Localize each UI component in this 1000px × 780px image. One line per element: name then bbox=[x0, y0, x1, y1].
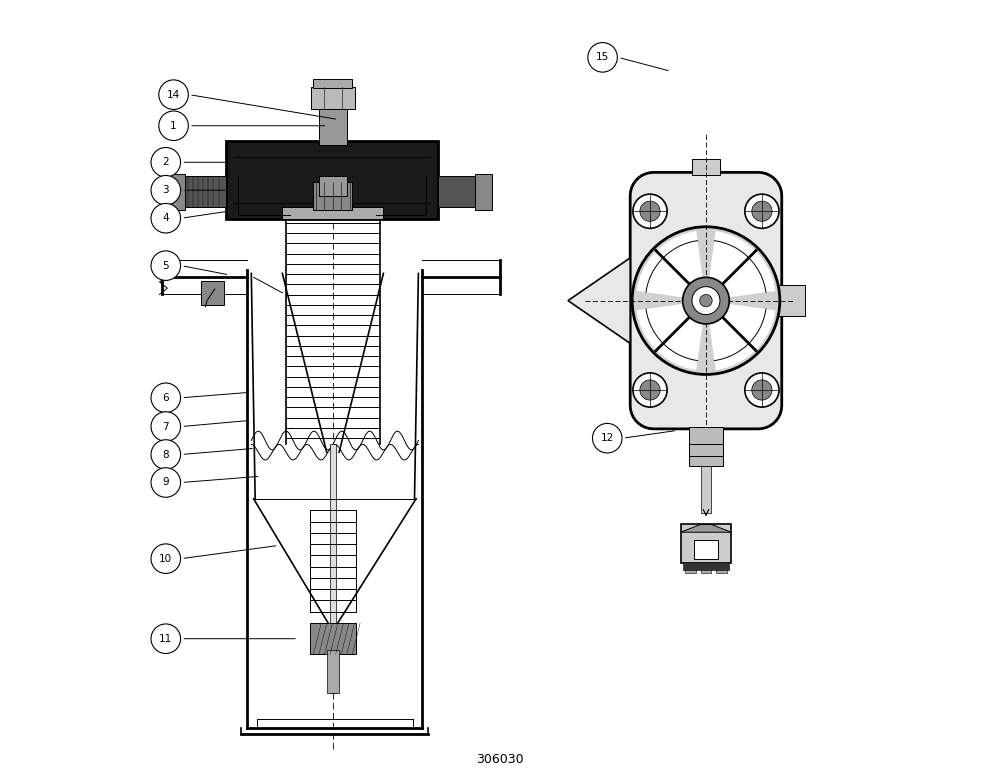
Bar bbox=[689, 427, 723, 466]
Circle shape bbox=[151, 204, 181, 233]
Text: 9: 9 bbox=[162, 477, 169, 488]
Text: 4: 4 bbox=[162, 213, 169, 223]
Bar bbox=[694, 540, 718, 559]
Circle shape bbox=[151, 544, 181, 573]
Circle shape bbox=[692, 286, 720, 314]
Bar bbox=[330, 445, 336, 693]
Polygon shape bbox=[706, 300, 775, 370]
Circle shape bbox=[683, 278, 729, 324]
Text: 11: 11 bbox=[159, 633, 172, 643]
Circle shape bbox=[752, 201, 772, 222]
Bar bbox=[701, 562, 711, 573]
Text: 15: 15 bbox=[596, 52, 609, 62]
Text: 8: 8 bbox=[162, 449, 169, 459]
Circle shape bbox=[633, 194, 667, 229]
Text: 2: 2 bbox=[162, 158, 169, 167]
Circle shape bbox=[151, 383, 181, 413]
Circle shape bbox=[745, 194, 779, 229]
Bar bbox=[282, 207, 383, 219]
Text: 1: 1 bbox=[170, 121, 177, 131]
Text: 14: 14 bbox=[167, 90, 180, 100]
Bar bbox=[716, 562, 727, 573]
Bar bbox=[168, 174, 185, 210]
Bar bbox=[319, 102, 347, 145]
Circle shape bbox=[159, 80, 188, 109]
Bar bbox=[692, 159, 720, 175]
Text: 12: 12 bbox=[601, 433, 614, 443]
Text: 6: 6 bbox=[162, 393, 169, 402]
Circle shape bbox=[151, 412, 181, 441]
Circle shape bbox=[640, 380, 660, 400]
Bar bbox=[201, 281, 224, 304]
Circle shape bbox=[588, 43, 617, 72]
Polygon shape bbox=[630, 172, 782, 429]
Bar bbox=[475, 174, 492, 210]
Circle shape bbox=[151, 251, 181, 281]
Bar bbox=[313, 79, 352, 88]
Circle shape bbox=[640, 201, 660, 222]
Circle shape bbox=[159, 111, 188, 140]
Text: 10: 10 bbox=[159, 554, 172, 564]
Circle shape bbox=[151, 440, 181, 470]
Circle shape bbox=[700, 294, 712, 307]
Circle shape bbox=[592, 424, 622, 453]
Polygon shape bbox=[568, 258, 630, 343]
Circle shape bbox=[151, 624, 181, 654]
Text: 306030: 306030 bbox=[476, 753, 524, 766]
Text: 7: 7 bbox=[162, 421, 169, 431]
Bar bbox=[319, 176, 347, 196]
Circle shape bbox=[752, 380, 772, 400]
Circle shape bbox=[633, 373, 667, 407]
Polygon shape bbox=[681, 524, 731, 532]
Bar bbox=[184, 176, 226, 207]
Circle shape bbox=[632, 227, 780, 374]
Text: 5: 5 bbox=[162, 261, 169, 271]
Bar bbox=[313, 183, 352, 210]
Polygon shape bbox=[637, 300, 706, 370]
Circle shape bbox=[151, 176, 181, 205]
Polygon shape bbox=[637, 231, 706, 300]
Bar bbox=[681, 524, 731, 563]
Text: 3: 3 bbox=[162, 186, 169, 195]
Bar bbox=[226, 141, 438, 219]
Polygon shape bbox=[706, 231, 775, 300]
Bar bbox=[438, 176, 477, 207]
Bar bbox=[683, 562, 729, 569]
Bar bbox=[685, 562, 696, 573]
Bar bbox=[327, 651, 339, 693]
Circle shape bbox=[745, 373, 779, 407]
Bar bbox=[310, 623, 356, 654]
Circle shape bbox=[151, 468, 181, 498]
Circle shape bbox=[151, 147, 181, 177]
Bar bbox=[311, 87, 355, 108]
Bar bbox=[701, 466, 711, 512]
Bar bbox=[778, 285, 805, 316]
